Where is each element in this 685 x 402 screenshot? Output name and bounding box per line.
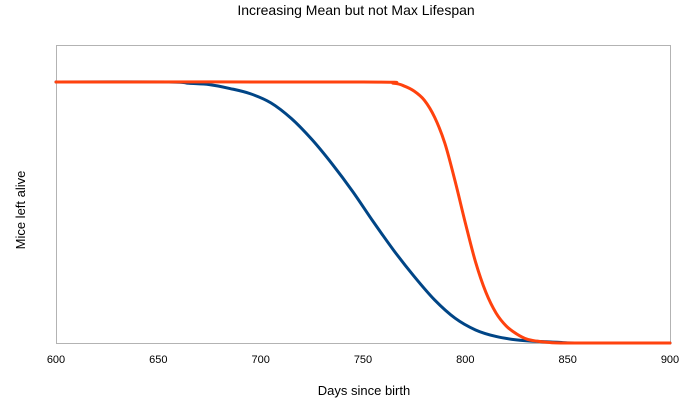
series-line-0 bbox=[54, 80, 672, 345]
plot-curves bbox=[54, 80, 672, 345]
plot-area-frame bbox=[56, 45, 671, 344]
x-tick-label: 700 bbox=[252, 354, 270, 366]
x-tick-label: 850 bbox=[559, 354, 577, 366]
series-line-1 bbox=[54, 80, 672, 345]
x-tick-label: 650 bbox=[149, 354, 167, 366]
x-tick-label: 800 bbox=[456, 354, 474, 366]
x-axis-label: Days since birth bbox=[318, 383, 410, 398]
y-axis-label: Mice left alive bbox=[13, 171, 28, 250]
x-tick-label: 600 bbox=[47, 354, 65, 366]
chart-title: Increasing Mean but not Max Lifespan bbox=[237, 2, 474, 18]
x-tick-label: 750 bbox=[354, 354, 372, 366]
x-axis-ticks: 600 650 700 750 800 850 900 bbox=[47, 354, 679, 366]
x-tick-label: 900 bbox=[661, 354, 679, 366]
